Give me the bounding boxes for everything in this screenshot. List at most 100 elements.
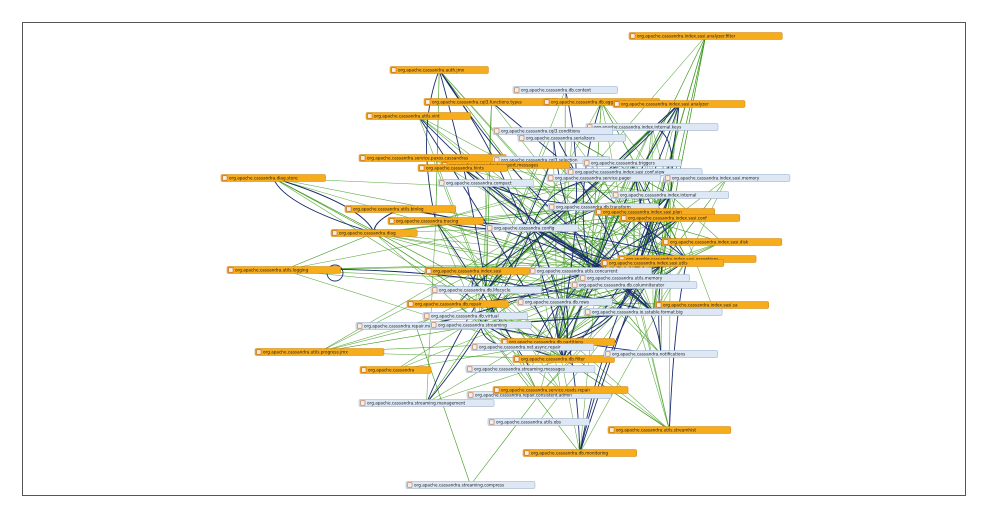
node-box [422,312,528,320]
package-icon [580,275,586,281]
graph-node[interactable]: org.apache.cassandra.service.reads.repai… [492,386,629,394]
graph-node[interactable]: org.apache.cassandra.db.repair [406,300,509,308]
node-box [546,174,661,182]
package-icon [514,356,520,362]
graph-node[interactable]: org.apache.cassandra.compact [437,179,534,187]
graph-node[interactable]: org.apache.cassandra.serializers [517,134,626,142]
graph-node[interactable]: org.apache.cassandra.auth.jmx [389,66,489,74]
package-icon [494,128,500,134]
package-icon [389,218,395,224]
graph-node[interactable]: org.apache.cassandra.net.async.repair [470,343,595,351]
graph-node[interactable]: org.apache.cassandra.index.sasi.conf [619,214,741,222]
graph-node[interactable]: org.apache.cassandra.streaming.managemen… [358,399,495,407]
package-icon [439,180,445,186]
package-icon [472,344,478,350]
graph-node[interactable]: org.apache.cassandra.index.internal.keys [585,123,719,131]
graph-node[interactable]: org.apache.cassandra.utils.memory [578,274,690,282]
graph-node[interactable]: org.apache.cassandra.cql3.functions.type… [423,98,560,106]
dependency-edge [531,227,561,391]
graph-node[interactable]: org.apache.cassandra.db.lifecycle [430,286,542,294]
dependency-edge [662,35,706,264]
graph-node[interactable]: org.apache.cassandra.utils.streamhist [607,426,732,434]
package-icon [544,99,550,105]
package-icon [408,301,414,307]
graph-node[interactable]: org.apache.cassandra.io.sstable.format.b… [583,308,723,316]
graph-node[interactable]: org.apache.cassandra.tracing [387,217,484,225]
node-label: org.apache.cassandra.utils.progress.jmx [263,350,348,355]
node-box [226,266,341,274]
graph-node[interactable]: org.apache.cassandra.db.context [512,86,618,94]
package-icon [431,322,437,328]
dependency-edge [470,394,540,486]
dependency-edge [273,177,564,360]
node-label: org.apache.cassandra.db.partitions [509,340,583,345]
graph-node[interactable]: org.apache.cassandra.index.sasi.disk [661,238,783,246]
graph-node[interactable]: org.apache.cassandra.hints [417,164,508,172]
node-label: org.apache.cassandra.index.sasi.memory [672,176,760,181]
dependency-edge [319,227,533,353]
node-label: org.apache.cassandra.utils.streamhist [616,428,696,433]
dependency-edge [415,289,487,327]
graph-node[interactable]: org.apache.cassandra.index.sasi.utils [600,259,725,267]
graph-node[interactable]: org.apache.cassandra.db.monitoring [522,449,637,457]
node-box [470,343,595,351]
graph-node[interactable]: org.apache.cassandra.db.rows [516,298,613,306]
node-label: org.apache.cassandra.index.sasi.plan [603,210,682,215]
node-label: org.apache.cassandra.index.sasi.conf [628,216,707,221]
node-label: org.apache.cassandra.index.sasi.disk [670,240,749,245]
graph-node[interactable]: org.apache.cassandra.utils.concurrent [528,267,653,275]
graph-node[interactable]: org.apache.cassandra.index.sasi.sa [654,301,769,309]
graph-node[interactable]: org.apache.cassandra.utils.binlog [344,205,456,213]
dependency-edge [426,324,482,404]
graph-node[interactable]: org.apache.cassandra.index.internal [611,191,729,199]
graph-node[interactable]: org.apache.cassandra.streaming.compress [405,481,536,489]
node-box [603,350,718,358]
node-label: org.apache.cassandra.cql3.conditions [501,129,580,134]
graph-node[interactable]: org.apache.cassandra.utils.vint [365,112,471,120]
graph-node[interactable]: org.apache.cassandra [359,366,432,374]
graph-node[interactable]: org.apache.cassandra.diag [330,229,418,237]
graph-node[interactable]: org.apache.cassandra.cql3.conditions [492,127,614,135]
package-icon [530,268,536,274]
node-box [417,164,508,172]
graph-node[interactable]: org.apache.cassandra.diag.store [220,174,326,182]
graph-node[interactable]: org.apache.cassandra.streaming.messages [465,365,596,373]
package-icon [222,175,228,181]
graph-node[interactable]: org.apache.cassandra.db.filter [512,355,615,363]
node-label: org.apache.cassandra.auth.jmx [398,68,465,73]
graph-node[interactable]: org.apache.cassandra.config [485,224,579,232]
package-icon [519,135,525,141]
graph-node[interactable]: org.apache.cassandra.service.pager [546,174,661,182]
dependency-edge [486,101,492,291]
graph-node[interactable]: org.apache.cassandra.triggers [582,159,682,167]
graph-node[interactable]: org.apache.cassandra.utils.logging [226,266,341,274]
package-icon [360,155,366,161]
cyclic-edge [426,227,533,404]
dependency-edge [273,177,375,234]
graph-node[interactable]: org.apache.cassandra.index.sasi.analyzer [612,100,746,108]
node-box [585,123,719,131]
graph-node[interactable]: org.apache.cassandra.notifications [603,350,718,358]
graph-node[interactable]: org.apache.cassandra.service.paxos.cassa… [358,154,507,162]
cyclic-edge [417,115,565,360]
graph-node[interactable]: org.apache.cassandra.index.sasi.memory [663,174,791,182]
graph-node[interactable]: org.apache.cassandra.utils.progress.jmx [254,348,385,356]
package-icon [357,323,363,329]
graph-node[interactable]: org.apache.cassandra.index.sasi.analyzer… [628,32,783,40]
node-label: org.apache.cassandra.index.sasi.analyzer… [637,34,736,39]
node-label: org.apache.cassandra.streaming.compress [414,483,504,488]
package-icon [621,215,627,221]
node-box [389,66,489,74]
node-box [612,100,746,108]
node-label: org.apache.cassandra.repair.consistent.a… [475,393,572,398]
node-box [628,32,783,40]
graph-node[interactable]: org.apache.cassandra.index.sasi [424,267,530,275]
graph-node[interactable]: org.apache.cassandra.streaming [429,321,532,329]
graph-node[interactable]: org.apache.cassandra.utils.obs [487,418,590,426]
package-icon [665,175,671,181]
graph-node[interactable]: org.apache.cassandra.db.columniterator [570,281,698,289]
dependency-edge [432,157,478,272]
node-label: org.apache.cassandra [368,368,415,373]
graph-node[interactable]: org.apache.cassandra.db.virtual [422,312,528,320]
package-icon [432,287,438,293]
